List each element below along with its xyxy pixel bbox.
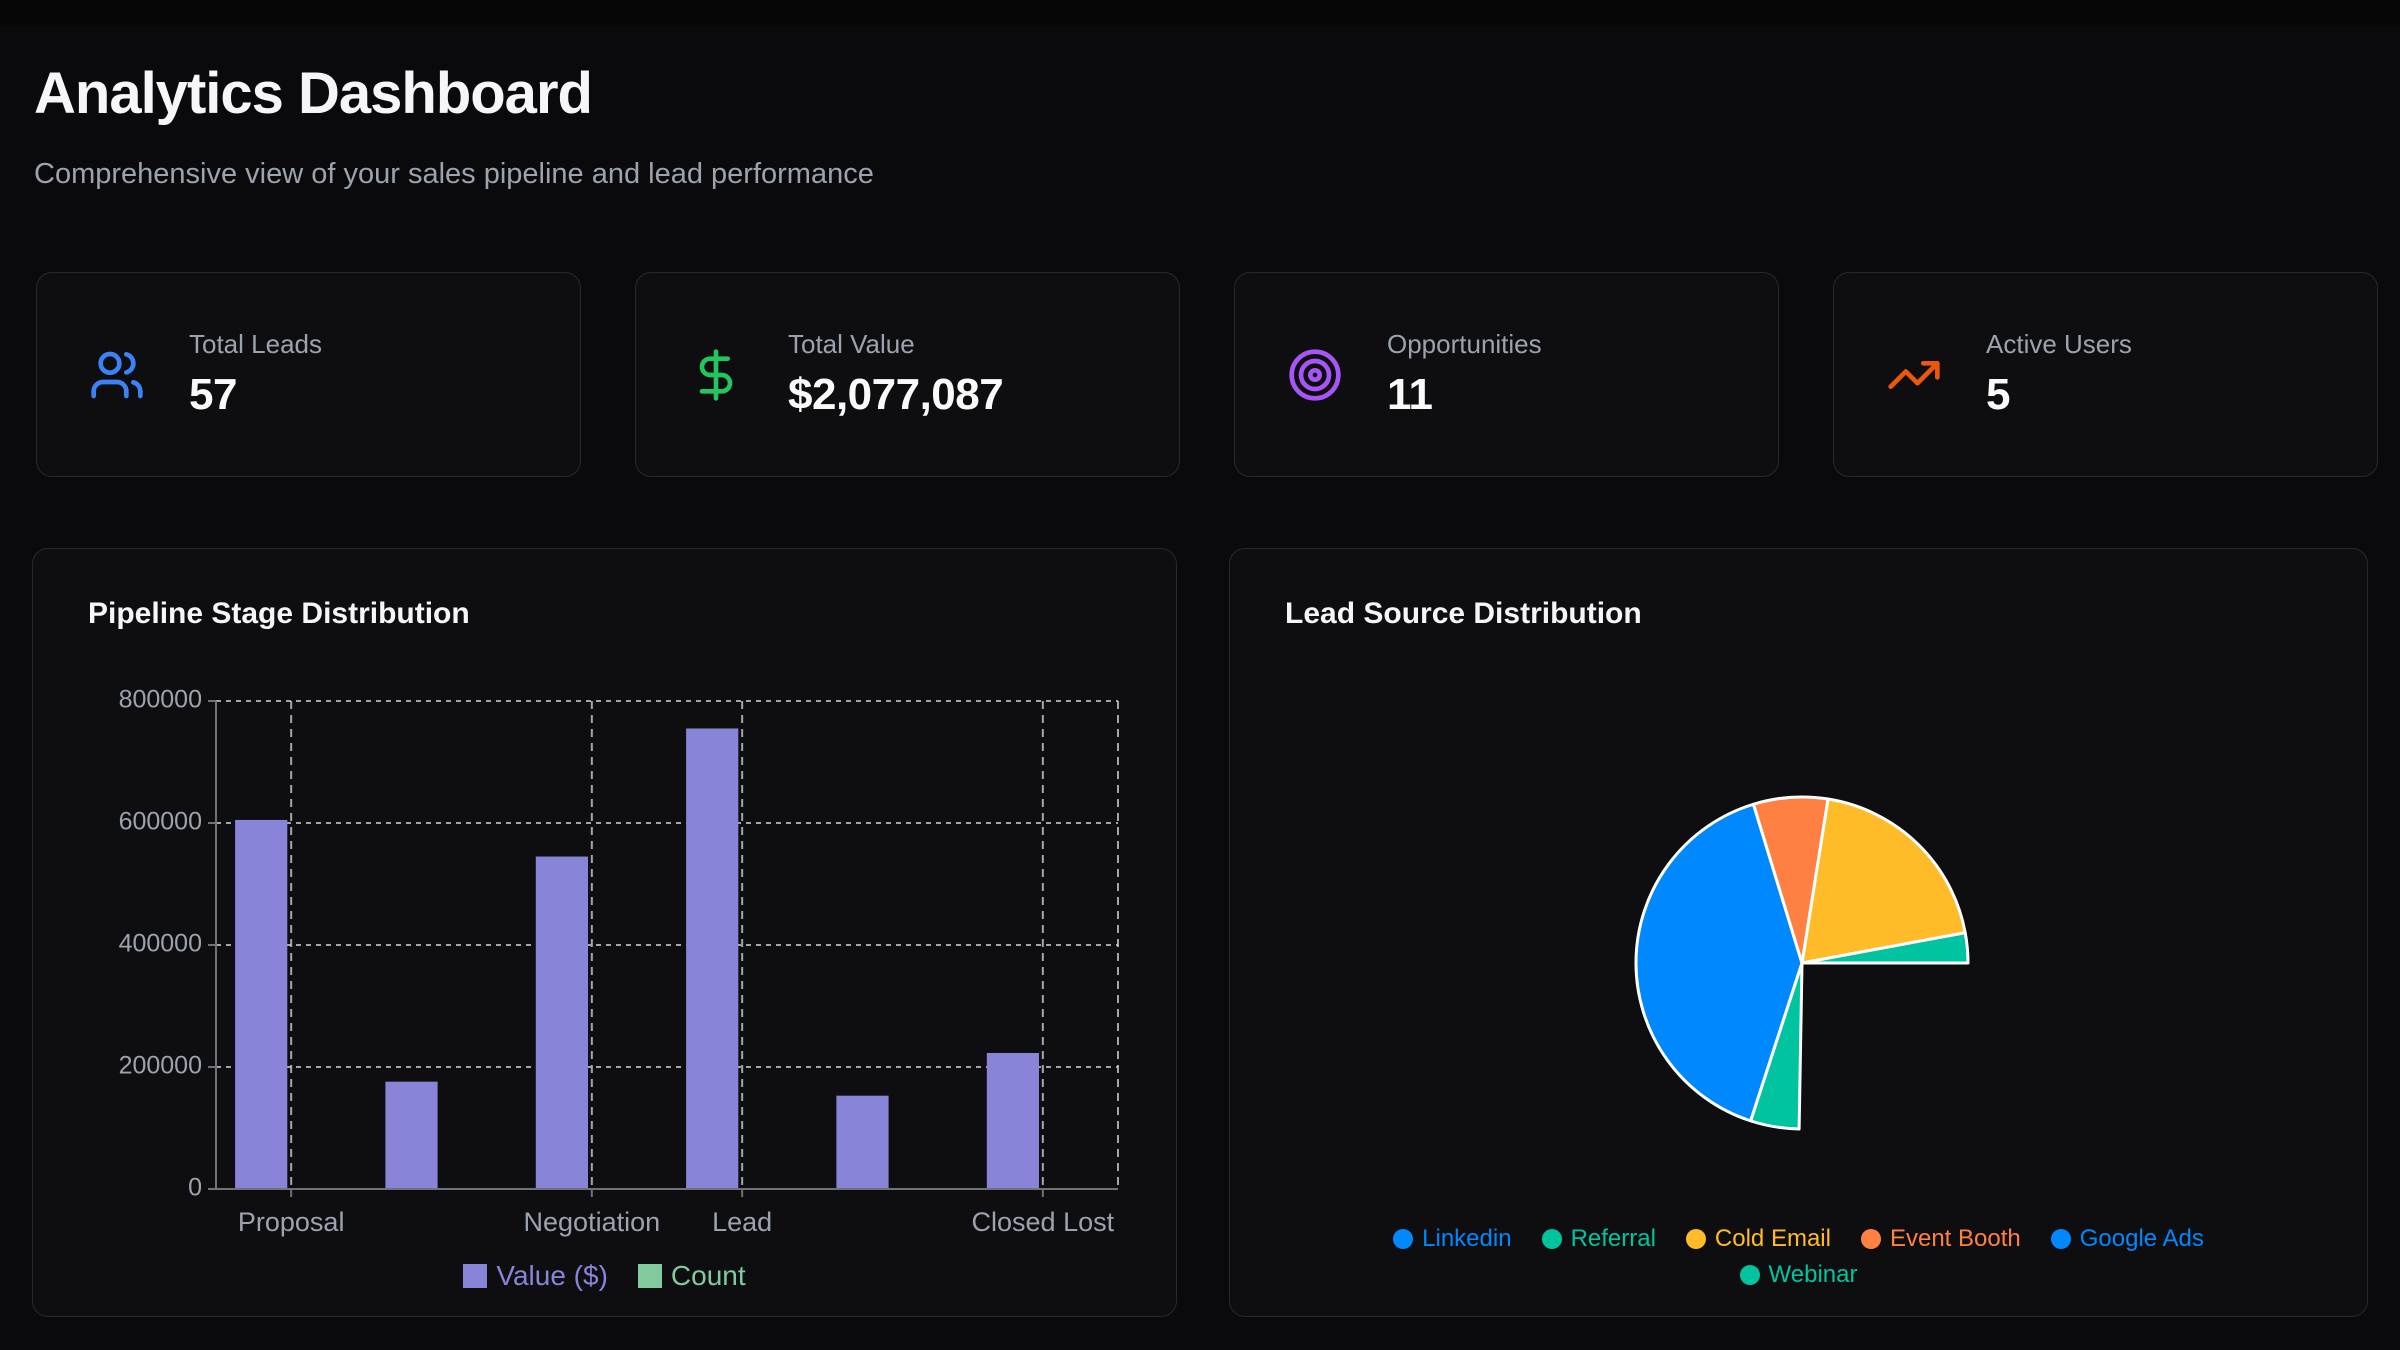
stat-card-total-value: Total Value $2,077,087	[635, 272, 1180, 477]
stat-value: 5	[1986, 370, 2010, 419]
legend-item-value-[interactable]: Value ($)	[463, 1260, 608, 1292]
legend-label: Google Ads	[2079, 1225, 2204, 1252]
users-icon	[89, 347, 145, 403]
legend-item-linkedin[interactable]: Linkedin	[1393, 1225, 1512, 1253]
legend-label: Cold Email	[1714, 1225, 1831, 1252]
legend-item-cold-email[interactable]: Cold Email	[1685, 1225, 1831, 1253]
svg-text:Negotiation: Negotiation	[524, 1207, 661, 1237]
legend-item-count[interactable]: Count	[637, 1260, 746, 1292]
stat-label: Active Users	[1986, 329, 2132, 359]
legend-dot	[1685, 1229, 1706, 1249]
bar-value	[986, 1052, 1039, 1189]
top-strip	[0, 0, 2400, 26]
stat-card-active-users: Active Users 5	[1833, 272, 2378, 477]
legend-label: Referral	[1570, 1225, 1656, 1252]
stat-value: 11	[1387, 370, 1433, 419]
pie-legend-row: Webinar	[1739, 1261, 1858, 1289]
svg-text:Proposal: Proposal	[238, 1207, 345, 1237]
legend-label: Linkedin	[1422, 1225, 1512, 1252]
svg-text:400000: 400000	[119, 930, 202, 958]
bar-value	[235, 819, 288, 1189]
page-title: Analytics Dashboard	[34, 61, 593, 126]
target-icon	[1287, 347, 1343, 403]
bar-chart-title: Pipeline Stage Distribution	[88, 597, 470, 630]
stat-card-total-leads: Total Leads 57	[36, 272, 581, 477]
stat-label: Total Value	[788, 329, 915, 359]
pie-slice-linkedin	[1634, 802, 1804, 1123]
bar-value	[686, 728, 739, 1189]
pipeline-bar-chart[interactable]: 0 200000 400000 600000 800000 Proposal Negotia…	[33, 549, 1178, 1318]
legend-swatch	[637, 1264, 662, 1288]
pie-slice-cold-email	[1800, 797, 1967, 965]
lead-source-pie-chart[interactable]	[1230, 549, 2369, 1318]
bar-chart-legend: Value ($) Count	[33, 1260, 1176, 1292]
bar-value	[836, 1095, 889, 1189]
pie-legend-row: Linkedin Referral Cold Email Event Booth Goo…	[1393, 1225, 2204, 1253]
lead-source-card: Lead Source Distribution Linkedin Referra…	[1229, 548, 2368, 1317]
page-subtitle: Comprehensive view of your sales pipelin…	[34, 158, 874, 190]
legend-swatch	[463, 1264, 488, 1288]
stat-value: 57	[189, 370, 237, 419]
legend-dot	[1393, 1229, 1414, 1249]
legend-item-webinar[interactable]: Webinar	[1739, 1261, 1858, 1289]
legend-label: Value ($)	[496, 1260, 608, 1291]
legend-label: Count	[670, 1260, 746, 1291]
dollar-sign-icon	[688, 347, 744, 403]
svg-text:800000: 800000	[119, 686, 202, 714]
legend-label: Webinar	[1768, 1261, 1858, 1288]
svg-text:600000: 600000	[119, 808, 202, 836]
pie-slice-event-booth	[1751, 795, 1830, 965]
legend-item-referral[interactable]: Referral	[1541, 1225, 1656, 1253]
legend-label: Event Booth	[1889, 1225, 2021, 1252]
legend-dot	[1541, 1229, 1562, 1249]
bar-value	[385, 1081, 438, 1189]
pie-chart-legend: Linkedin Referral Cold Email Event Booth Goo…	[1230, 1225, 2367, 1289]
legend-dot	[2050, 1229, 2071, 1249]
pie-slice-referral	[1749, 961, 1804, 1131]
legend-dot	[1739, 1265, 1760, 1285]
pie-slice-webinar	[1800, 931, 1970, 965]
legend-item-google-ads[interactable]: Google Ads	[2050, 1225, 2204, 1253]
stat-label: Total Leads	[189, 329, 322, 359]
svg-text:200000: 200000	[119, 1052, 202, 1080]
stat-card-opportunities: Opportunities 11	[1234, 272, 1779, 477]
svg-text:Lead: Lead	[712, 1207, 772, 1237]
trending-up-icon	[1886, 347, 1942, 403]
svg-text:0: 0	[188, 1174, 202, 1202]
svg-text:Closed Lost: Closed Lost	[972, 1207, 1115, 1237]
legend-dot	[1860, 1229, 1881, 1249]
legend-item-event-booth[interactable]: Event Booth	[1860, 1225, 2021, 1253]
stat-label: Opportunities	[1387, 329, 1542, 359]
pipeline-stage-card: Pipeline Stage Distribution 0 200000 40000…	[32, 548, 1177, 1317]
pie-chart-title: Lead Source Distribution	[1285, 597, 1642, 630]
stat-value: $2,077,087	[788, 370, 1004, 419]
bar-value	[535, 856, 588, 1189]
